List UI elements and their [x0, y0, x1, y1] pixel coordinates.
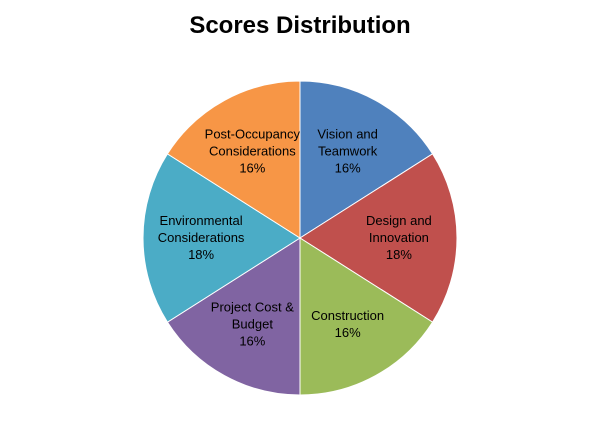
slice-percent: 16%	[335, 160, 361, 175]
slice-label: Environmental Considerations 18%	[158, 213, 245, 262]
slice-label-line: Innovation	[369, 230, 429, 245]
slice-label-line: Environmental	[160, 213, 243, 228]
pie-slice	[299, 237, 434, 396]
slice-label-line: Considerations	[158, 230, 245, 245]
slice-percent: 16%	[239, 334, 265, 349]
slice-percent: 18%	[386, 247, 412, 262]
slice-label-line: Construction	[311, 308, 384, 323]
slice-label-line: Teamwork	[318, 143, 378, 158]
pie-slice	[299, 153, 458, 323]
slice-label-line: Budget	[232, 317, 274, 332]
slice-label-line: Project Cost &	[211, 300, 294, 315]
slice-label-line: Design and	[366, 213, 432, 228]
slice-label: Project Cost & Budget 16%	[211, 300, 294, 349]
slice-label: Vision and Teamwork 16%	[317, 126, 377, 175]
pie-slice	[142, 153, 301, 323]
slice-label: Post-Occupancy Considerations 16%	[205, 126, 301, 175]
chart-title: Scores Distribution	[189, 12, 411, 39]
slice-label-line: Considerations	[209, 143, 296, 158]
slice-label: Construction 16%	[311, 308, 384, 340]
slice-percent: 16%	[335, 325, 361, 340]
slice-percent: 16%	[239, 160, 265, 175]
slice-label-line: Post-Occupancy	[205, 126, 301, 141]
slice-label: Design and Innovation 18%	[366, 213, 432, 262]
pie-slice	[166, 237, 301, 396]
slice-percent: 18%	[188, 247, 214, 262]
pie-slices	[142, 80, 458, 396]
pie-labels: Vision and Teamwork 16% Design and Innovatio…	[158, 126, 432, 348]
pie-slice	[166, 80, 301, 239]
pie-slice	[299, 80, 434, 239]
slice-label-line: Vision and	[317, 126, 377, 141]
